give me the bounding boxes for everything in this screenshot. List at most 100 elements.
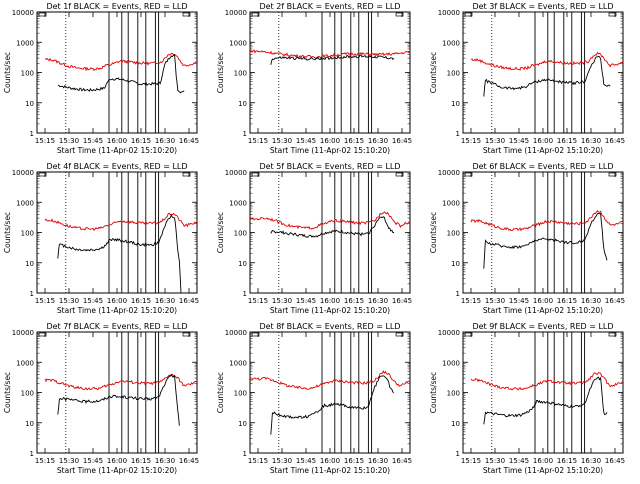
y-tick-label: 10000	[12, 169, 34, 177]
y-tick-label: 10000	[12, 329, 34, 337]
y-tick-label: 1000	[16, 39, 34, 47]
status-box	[38, 332, 47, 337]
x-tick-label: 16:45	[605, 457, 625, 465]
status-box	[608, 332, 617, 337]
x-tick-label: 16:00	[320, 137, 340, 145]
y-tick-label: 1	[243, 130, 247, 138]
y-tick-label: 100	[21, 70, 34, 78]
events-series-line	[270, 375, 395, 435]
y-tick-label: 100	[447, 230, 460, 238]
x-tick-label: 16:15	[557, 137, 577, 145]
x-axis-label: Start Time (11-Apr-02 15:10:20)	[270, 146, 390, 155]
y-tick-label: 1	[456, 450, 460, 458]
plot-frame	[36, 331, 198, 454]
x-tick-label: 15:45	[83, 457, 103, 465]
panel-3: Det 3f BLACK = Events, RED = LLD 1 10 100 10…	[429, 2, 625, 155]
panel-8: Det 8f BLACK = Events, RED = LLD 1 10 100 10…	[216, 322, 412, 475]
status-box	[182, 172, 191, 177]
lld-series-line	[44, 212, 198, 232]
panel-9: Det 9f BLACK = Events, RED = LLD 1 10 100 10…	[429, 322, 625, 475]
x-tick-label: 16:45	[179, 137, 199, 145]
panel-title: Det 4f BLACK = Events, RED = LLD	[46, 162, 187, 171]
panel-title: Det 2f BLACK = Events, RED = LLD	[259, 2, 400, 11]
x-tick-label: 15:15	[35, 457, 55, 465]
x-tick-label: 15:15	[248, 457, 268, 465]
lld-series-line	[470, 371, 624, 391]
x-tick-label: 16:30	[368, 297, 388, 305]
x-tick-label: 16:00	[320, 297, 340, 305]
events-series-line	[483, 56, 611, 97]
y-axis-label: Counts/sec	[3, 212, 12, 253]
x-tick-label: 16:00	[533, 137, 553, 145]
y-tick-label: 1000	[442, 39, 460, 47]
x-tick-label: 15:30	[485, 457, 505, 465]
panel-title: Det 7f BLACK = Events, RED = LLD	[46, 322, 187, 331]
x-tick-label: 16:30	[368, 457, 388, 465]
y-axis-label: Counts/sec	[429, 372, 438, 413]
lld-series-line	[44, 52, 198, 72]
y-tick-label: 10	[238, 420, 247, 428]
x-tick-label: 16:15	[344, 457, 364, 465]
y-tick-label: 1	[456, 290, 460, 298]
status-box	[395, 332, 404, 337]
status-box	[38, 172, 47, 177]
y-tick-label: 10	[25, 100, 34, 108]
x-tick-label: 15:45	[509, 137, 529, 145]
lld-series-line	[470, 209, 624, 232]
y-tick-label: 1	[30, 290, 34, 298]
y-tick-label: 100	[234, 390, 247, 398]
plot-frame	[249, 11, 411, 134]
plot-frame	[249, 171, 411, 294]
x-tick-label: 16:45	[392, 137, 412, 145]
x-axis-label: Start Time (11-Apr-02 15:10:20)	[483, 146, 603, 155]
panel-5: Det 5f BLACK = Events, RED = LLD 1 10 100 10…	[216, 162, 412, 315]
y-axis-label: Counts/sec	[3, 372, 12, 413]
x-tick-label: 15:30	[272, 297, 292, 305]
y-axis-label: Counts/sec	[216, 52, 225, 93]
y-tick-label: 10	[451, 420, 460, 428]
x-tick-label: 16:15	[131, 137, 151, 145]
panel-title: Det 8f BLACK = Events, RED = LLD	[259, 322, 400, 331]
x-tick-label: 15:15	[461, 457, 481, 465]
x-tick-label: 16:00	[533, 297, 553, 305]
x-tick-label: 15:15	[461, 137, 481, 145]
status-box	[38, 12, 47, 17]
y-tick-label: 10000	[225, 9, 247, 17]
x-tick-label: 15:15	[248, 297, 268, 305]
panel-1: Det 1f BLACK = Events, RED = LLD 1 10 100 10…	[3, 2, 199, 155]
y-tick-label: 1	[243, 450, 247, 458]
x-tick-label: 15:30	[485, 137, 505, 145]
y-axis-label: Counts/sec	[216, 212, 225, 253]
y-tick-label: 1000	[442, 359, 460, 367]
y-tick-label: 100	[21, 230, 34, 238]
y-tick-label: 10000	[225, 329, 247, 337]
status-box	[182, 12, 191, 17]
y-tick-label: 100	[447, 390, 460, 398]
events-series-line	[270, 54, 395, 65]
plot-frame	[249, 331, 411, 454]
x-tick-label: 16:30	[581, 297, 601, 305]
x-tick-label: 16:15	[557, 297, 577, 305]
panel-title: Det 6f BLACK = Events, RED = LLD	[472, 162, 613, 171]
plot-frame	[462, 331, 624, 454]
events-series-line	[57, 54, 185, 94]
y-axis-label: Counts/sec	[429, 212, 438, 253]
y-tick-label: 100	[234, 70, 247, 78]
y-tick-label: 1	[243, 290, 247, 298]
plot-frame	[36, 171, 198, 294]
plot-frame	[462, 171, 624, 294]
events-series-line	[57, 214, 182, 294]
events-series-line	[483, 376, 608, 425]
y-tick-label: 100	[234, 230, 247, 238]
events-series-line	[483, 212, 608, 269]
x-axis-label: Start Time (11-Apr-02 15:10:20)	[270, 306, 390, 315]
x-tick-label: 15:30	[59, 137, 79, 145]
x-tick-label: 16:45	[392, 457, 412, 465]
panel-title: Det 3f BLACK = Events, RED = LLD	[472, 2, 613, 11]
x-tick-label: 16:00	[320, 457, 340, 465]
y-tick-label: 1	[456, 130, 460, 138]
x-axis-label: Start Time (11-Apr-02 15:10:20)	[57, 466, 177, 475]
y-tick-label: 10	[451, 100, 460, 108]
